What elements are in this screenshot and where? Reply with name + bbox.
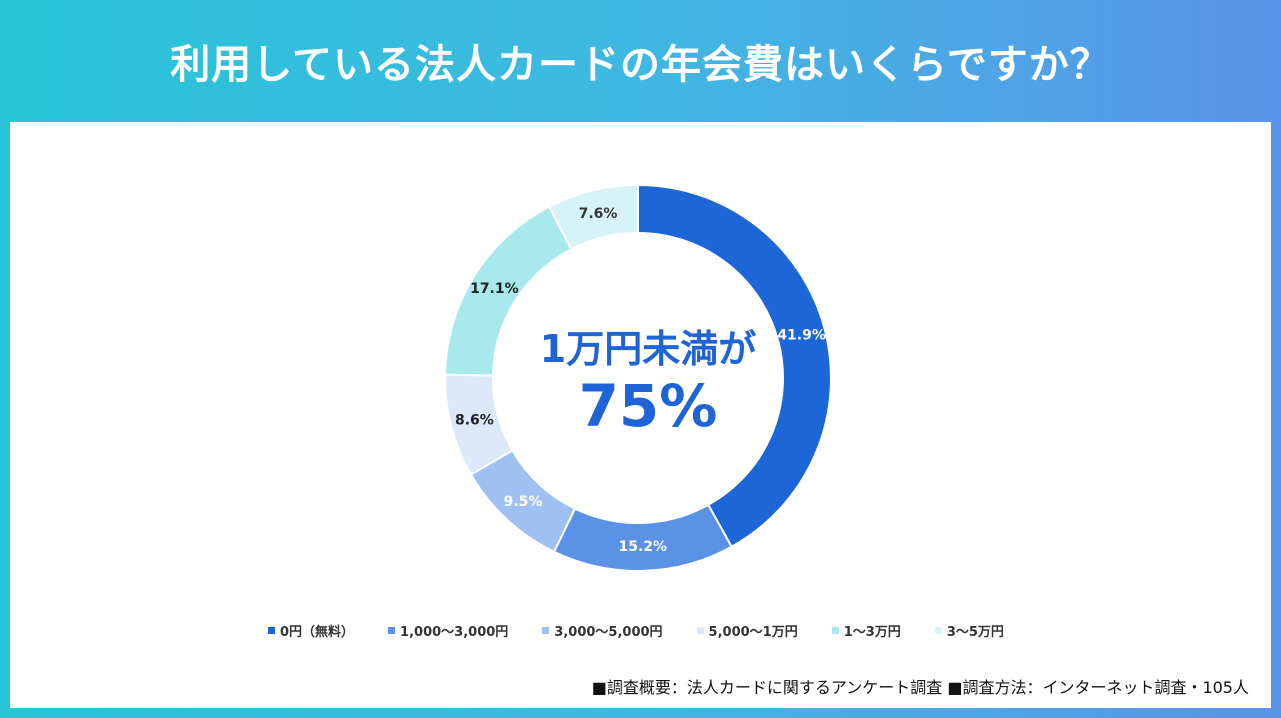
legend-item-2: 3,000〜5,000円 <box>542 621 663 640</box>
legend-label-3: 5,000〜1万円 <box>708 624 798 640</box>
legend-item-5: 3〜5万円 <box>934 621 1004 640</box>
chart-panel: 41.9% 15.2% 9.5% 8.6% 17.1% 7.6% 1万円未満が 75% 0… <box>10 122 1271 708</box>
center-summary-value: 75% <box>578 372 718 440</box>
center-summary-label: 1万円未満が <box>539 327 757 371</box>
slice-data-label-2: 9.5% <box>504 494 543 510</box>
page-title: 利用している法人カードの年会費はいくらですか？ <box>170 42 1111 88</box>
legend-item-1: 1,000〜3,000円 <box>388 621 508 640</box>
slice-data-label-1: 15.2% <box>618 539 667 555</box>
donut-slice-0 <box>637 183 832 549</box>
legend-swatch-2 <box>542 626 550 634</box>
legend-item-0: 0円（無料） <box>268 621 354 640</box>
legend-item-4: 1〜3万円 <box>831 621 901 640</box>
survey-footnote: ■調査概要：法人カードに関するアンケート調査 ■調査方法：インターネット調査・1… <box>591 678 1249 697</box>
donut-slice-1 <box>552 503 733 572</box>
legend-label-0: 0円（無料） <box>280 624 355 640</box>
slice-data-label-0: 41.9% <box>777 328 826 344</box>
center-summary: 1万円未満が 75% <box>498 327 798 441</box>
donut-slice-5 <box>547 183 639 251</box>
legend-swatch-3 <box>696 626 704 634</box>
slice-data-label-5: 7.6% <box>579 206 618 222</box>
legend-label-5: 3〜5万円 <box>946 624 1004 640</box>
legend-swatch-4 <box>831 626 839 634</box>
legend-swatch-1 <box>388 626 396 634</box>
legend-label-1: 1,000〜3,000円 <box>400 624 509 640</box>
legend-swatch-0 <box>268 626 275 634</box>
chart-legend: 0円（無料） 1,000〜3,000円 3,000〜5,000円 5,000〜1万円 1… <box>268 620 1068 640</box>
slice-data-label-4: 17.1% <box>470 281 519 297</box>
slice-data-label-3: 8.6% <box>455 412 494 428</box>
legend-label-4: 1〜3万円 <box>843 624 901 640</box>
legend-item-3: 5,000〜1万円 <box>696 621 798 640</box>
legend-label-2: 3,000〜5,000円 <box>554 624 663 640</box>
legend-swatch-5 <box>934 626 942 634</box>
donut-chart: 41.9% 15.2% 9.5% 8.6% 17.1% 7.6% <box>444 183 832 572</box>
